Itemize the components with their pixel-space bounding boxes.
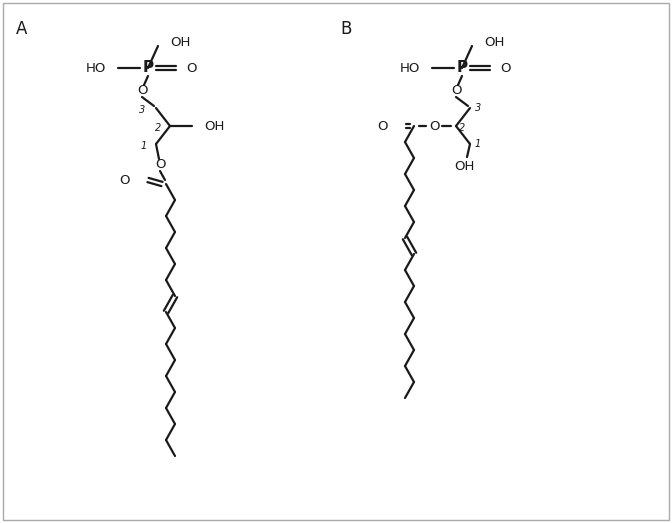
Text: 2: 2 — [155, 123, 161, 133]
Text: O: O — [500, 62, 511, 74]
Text: 1: 1 — [475, 139, 481, 149]
Text: O: O — [451, 84, 461, 97]
Text: 3: 3 — [139, 105, 145, 115]
Text: B: B — [340, 20, 351, 38]
Text: P: P — [142, 61, 154, 75]
Text: HO: HO — [400, 62, 420, 74]
Text: 3: 3 — [475, 103, 481, 113]
Text: A: A — [16, 20, 28, 38]
Text: HO: HO — [85, 62, 106, 74]
Text: OH: OH — [454, 160, 474, 173]
Text: O: O — [186, 62, 196, 74]
Text: O: O — [155, 157, 165, 170]
Text: O: O — [120, 174, 130, 187]
Text: OH: OH — [204, 119, 224, 132]
Text: O: O — [378, 119, 388, 132]
Text: 2: 2 — [459, 123, 465, 133]
Text: O: O — [429, 119, 439, 132]
Text: OH: OH — [484, 36, 505, 49]
Text: OH: OH — [170, 36, 190, 49]
Text: O: O — [136, 84, 147, 97]
Text: 1: 1 — [141, 141, 147, 151]
Text: P: P — [456, 61, 468, 75]
